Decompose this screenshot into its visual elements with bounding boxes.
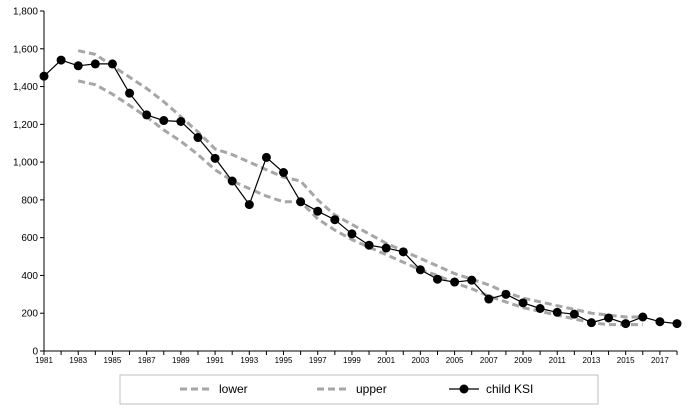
data-point-child-ksi <box>398 247 408 257</box>
data-point-child-ksi <box>159 116 169 126</box>
y-tick-label: 200 <box>21 309 38 320</box>
x-tick-label: 1981 <box>35 356 53 365</box>
data-point-child-ksi <box>655 317 665 327</box>
data-point-child-ksi <box>467 275 477 285</box>
data-point-child-ksi <box>569 309 579 319</box>
data-point-child-ksi <box>193 133 203 143</box>
y-tick-label: 600 <box>21 233 38 244</box>
data-point-child-ksi <box>638 312 648 322</box>
data-point-child-ksi <box>518 298 528 308</box>
series-line-lower <box>77 79 643 327</box>
y-tick-label: 1,200 <box>13 120 38 131</box>
data-point-child-ksi <box>39 71 49 81</box>
data-point-child-ksi <box>364 240 374 250</box>
x-tick-label: 1991 <box>206 356 224 365</box>
x-tick-label: 2001 <box>377 356 395 365</box>
y-tick-label: 1,800 <box>13 7 38 18</box>
data-point-child-ksi <box>313 206 323 216</box>
x-tick-label: 1985 <box>104 356 122 365</box>
axes <box>43 11 677 352</box>
data-point-child-ksi <box>210 153 220 163</box>
data-point-child-ksi <box>330 215 340 225</box>
data-point-child-ksi <box>279 168 289 177</box>
data-point-child-ksi <box>604 313 614 323</box>
data-point-child-ksi <box>535 304 545 313</box>
series-layer <box>39 49 682 329</box>
data-point-child-ksi <box>381 243 391 253</box>
y-tick-labels: 0 200 400 600 800 1,000 1,200 1,400 1,600 1,800 <box>13 7 44 358</box>
y-tick-label: 0 <box>32 347 38 358</box>
data-point-child-ksi <box>484 294 494 304</box>
data-point-child-ksi <box>73 61 83 71</box>
x-tick-label: 1999 <box>343 356 361 365</box>
data-point-child-ksi <box>621 319 631 329</box>
data-point-child-ksi <box>90 59 100 69</box>
legend-box <box>119 374 599 405</box>
y-tick-label: 400 <box>21 271 38 282</box>
data-point-child-ksi <box>552 307 562 317</box>
series-line-upper <box>77 49 643 319</box>
data-point-child-ksi <box>107 59 117 69</box>
data-point-child-ksi <box>261 152 271 162</box>
y-tick-label: 1,000 <box>13 158 38 169</box>
data-point-child-ksi <box>415 265 425 275</box>
legend-swatch-marker-child-ksi <box>459 384 469 394</box>
x-tick-label: 1989 <box>172 356 190 365</box>
data-point-child-ksi <box>450 277 460 287</box>
legend-label-child-ksi: child KSI <box>486 382 533 396</box>
data-point-child-ksi <box>125 88 135 98</box>
x-tick-label: 1993 <box>240 356 258 365</box>
data-point-child-ksi <box>432 274 442 284</box>
x-tick-label: 1983 <box>69 356 87 365</box>
x-tick-label: 1995 <box>275 356 293 365</box>
legend-item-upper: upper <box>317 382 387 396</box>
x-tick-label: 1987 <box>138 356 156 365</box>
x-tick-label: 2011 <box>549 356 567 365</box>
data-point-child-ksi <box>142 110 152 120</box>
x-tick-label: 2007 <box>480 356 498 365</box>
legend: lower upper child KSI <box>119 374 599 405</box>
legend-label-lower: lower <box>219 382 248 396</box>
x-tick-label: 1997 <box>309 356 327 365</box>
data-point-child-ksi <box>501 289 511 299</box>
data-point-child-ksi <box>672 319 682 329</box>
data-point-child-ksi <box>296 197 306 207</box>
data-point-child-ksi <box>586 318 596 328</box>
legend-label-upper: upper <box>356 382 387 396</box>
series-line-child-ksi <box>43 59 678 325</box>
x-tick-label: 2015 <box>617 356 635 365</box>
x-tick-label: 2017 <box>651 356 669 365</box>
data-point-child-ksi <box>347 229 357 239</box>
x-tick-label: 2009 <box>514 356 532 365</box>
data-point-child-ksi <box>244 200 254 210</box>
y-tick-label: 1,600 <box>13 44 38 55</box>
data-point-child-ksi <box>56 55 66 65</box>
y-tick-label: 1,400 <box>13 82 38 93</box>
x-tick-label: 2003 <box>411 356 429 365</box>
x-tick-label: 2013 <box>583 356 601 365</box>
data-point-child-ksi <box>176 117 186 126</box>
legend-item-child-ksi: child KSI <box>449 382 533 396</box>
legend-item-lower: lower <box>180 382 248 396</box>
x-tick-labels: 1981 1983 1985 1987 1989 1991 1993 1995 1997 1999… <box>35 351 678 365</box>
x-tick-label: 2005 <box>446 356 464 365</box>
data-point-child-ksi <box>227 176 237 186</box>
y-tick-label: 800 <box>21 195 38 206</box>
